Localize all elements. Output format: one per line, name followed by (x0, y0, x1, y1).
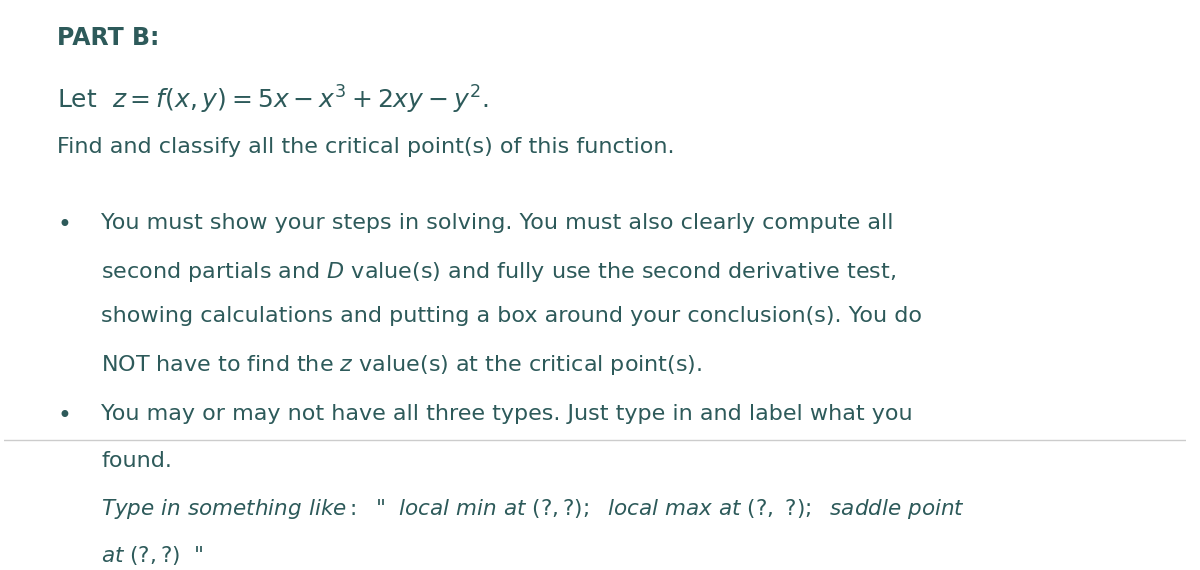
Text: found.: found. (101, 451, 172, 471)
Text: NOT have to find the $z$ value(s) at the critical point(s).: NOT have to find the $z$ value(s) at the… (101, 353, 702, 377)
Text: •: • (58, 213, 71, 237)
Text: PART B:: PART B: (58, 26, 160, 50)
Text: You may or may not have all three types. Just type in and label what you: You may or may not have all three types.… (101, 404, 913, 424)
Text: $\mathit{at\ (?,?)}$  ": $\mathit{at\ (?,?)}$ " (101, 544, 204, 567)
Text: second partials and $D$ value(s) and fully use the second derivative test,: second partials and $D$ value(s) and ful… (101, 260, 896, 284)
Text: You must show your steps in solving. You must also clearly compute all: You must show your steps in solving. You… (101, 213, 894, 233)
Text: showing calculations and putting a box around your conclusion(s). You do: showing calculations and putting a box a… (101, 306, 922, 326)
Text: Find and classify all the critical point(s) of this function.: Find and classify all the critical point… (58, 137, 674, 157)
Text: Let  $z = f(x, y) = 5x - x^3 + 2xy - y^2.$: Let $z = f(x, y) = 5x - x^3 + 2xy - y^2.… (58, 84, 488, 116)
Text: $\mathit{Type\ in\ something\ like:}$  "  $\mathit{local\ min\ at\ (?,?);}$  $\m: $\mathit{Type\ in\ something\ like:}$ " … (101, 498, 965, 522)
Text: •: • (58, 404, 71, 428)
